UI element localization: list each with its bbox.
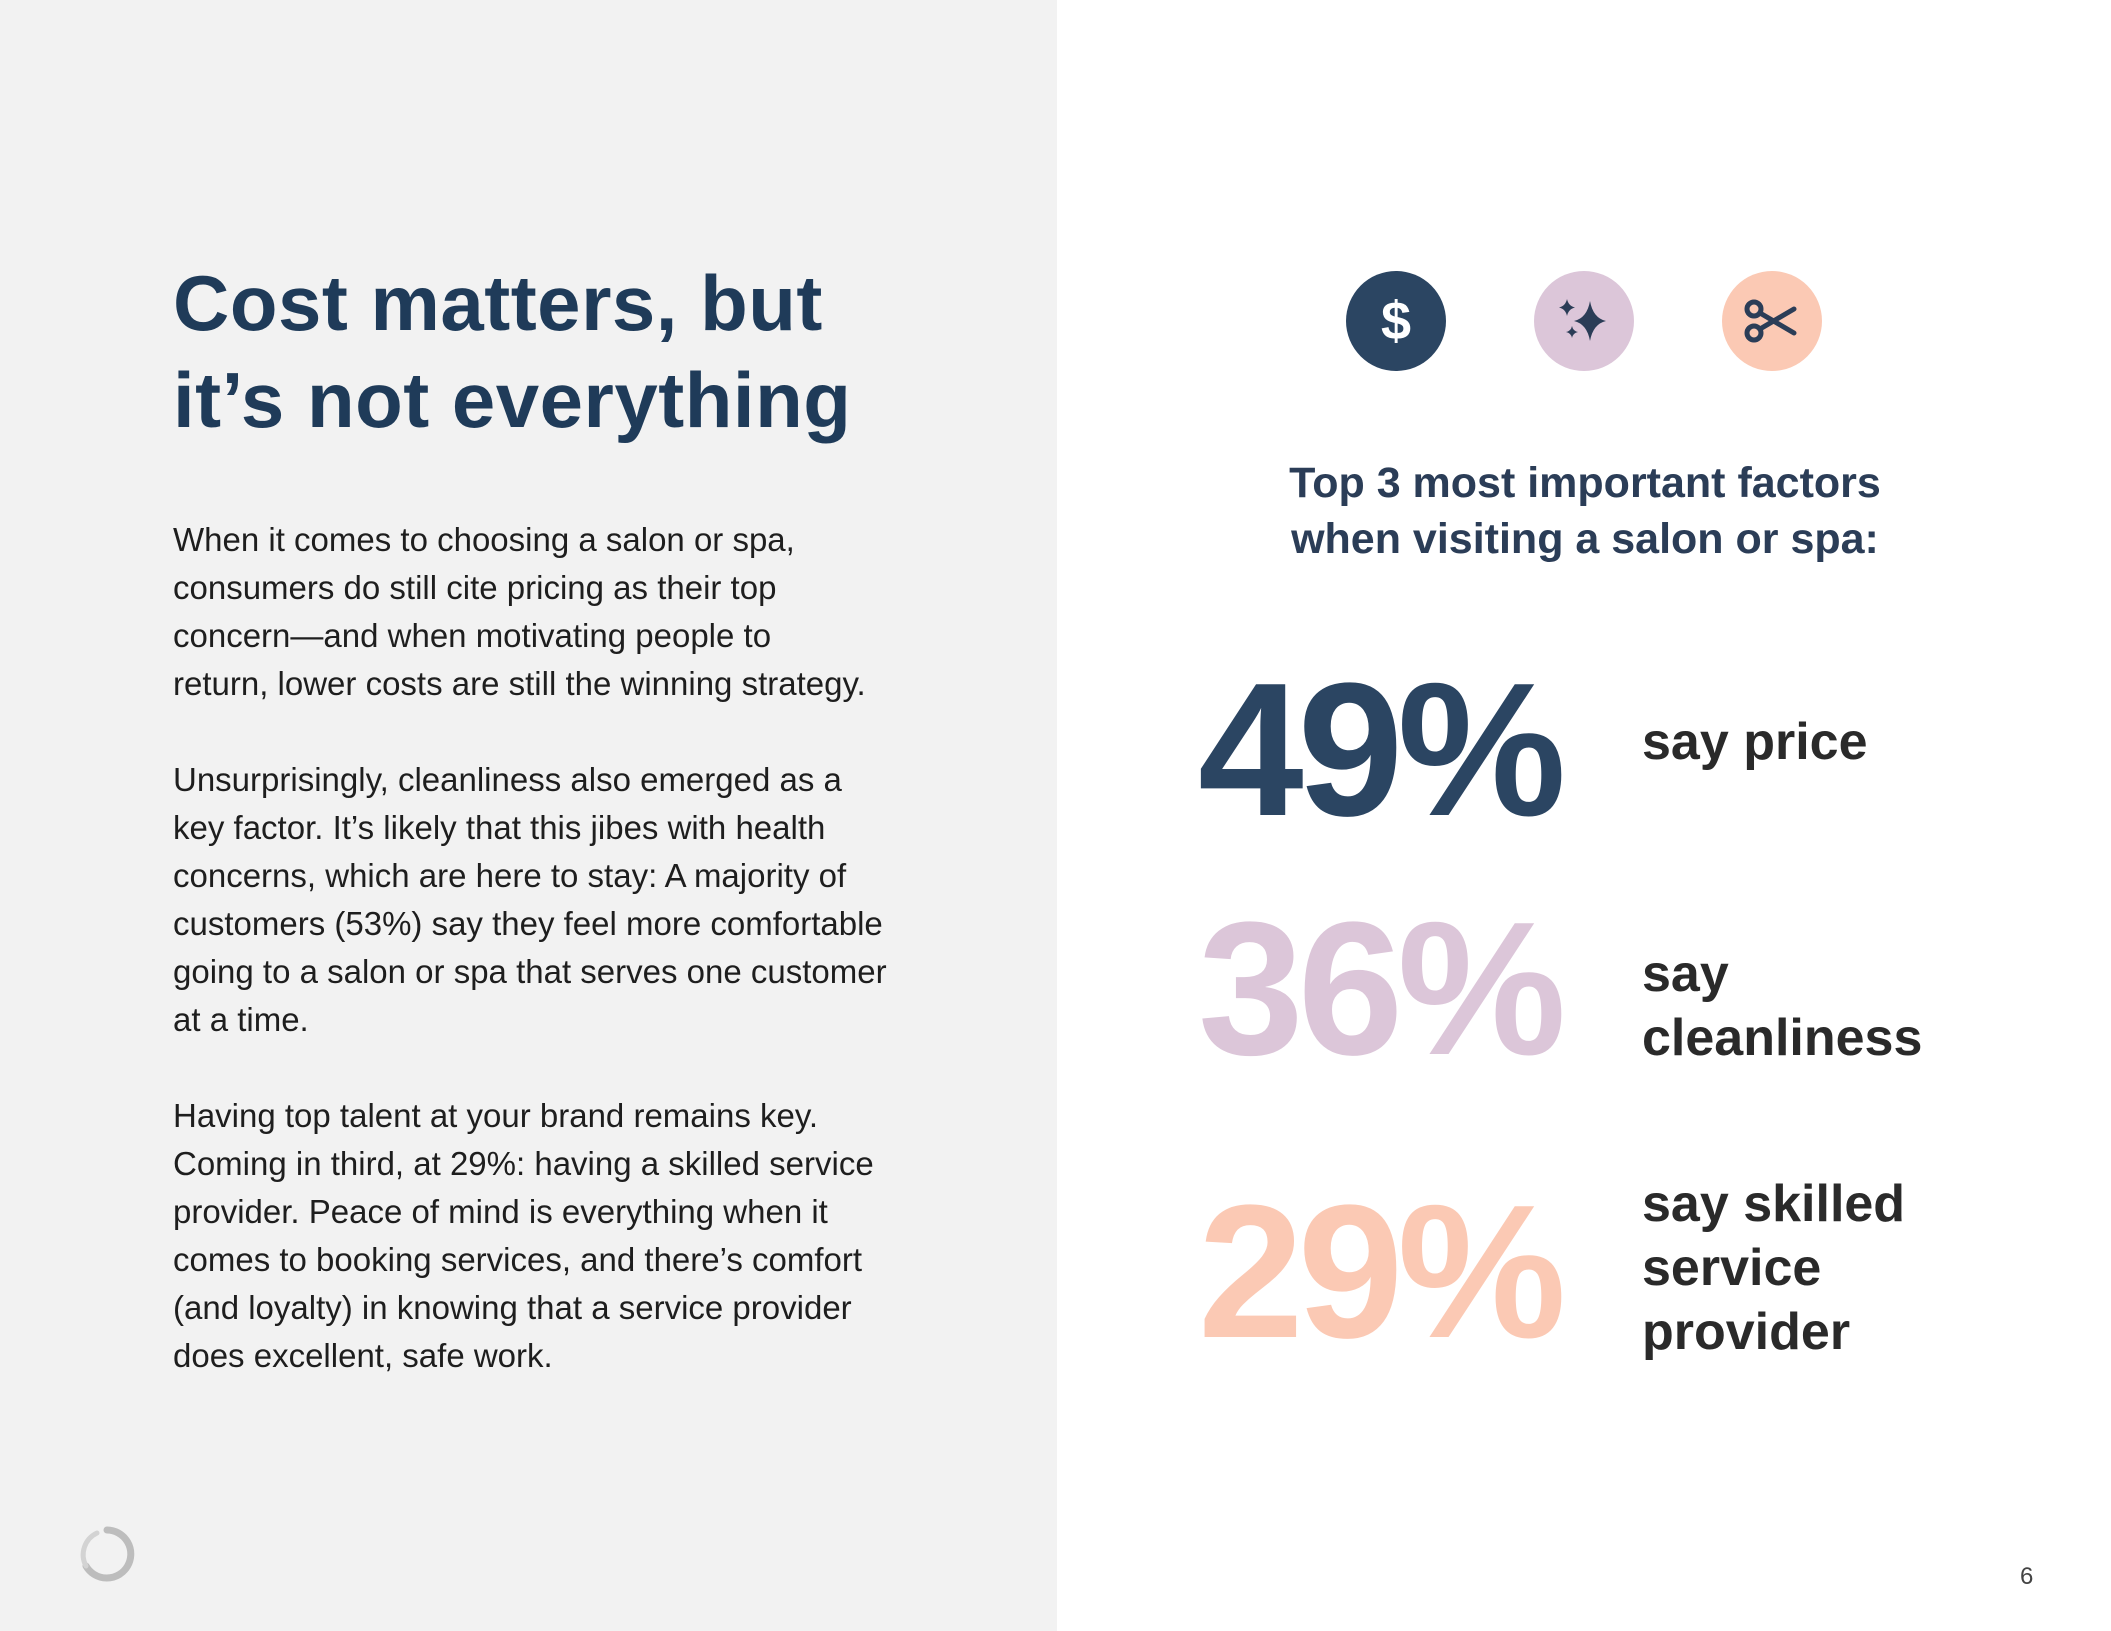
stat-label-line: service <box>1642 1239 1822 1297</box>
text-line: at a time. <box>173 1001 309 1038</box>
stat-label-line: cleanliness <box>1642 1009 1923 1067</box>
text-line: provider. Peace of mind is everything wh… <box>173 1193 828 1230</box>
stat-label-line: say <box>1642 945 1729 1003</box>
stat-label-skilled-provider: say skilled service provider <box>1642 1172 1905 1364</box>
text-line: consumers do still cite pricing as their… <box>173 569 777 606</box>
text-line: return, lower costs are still the winnin… <box>173 665 866 702</box>
title-line: it’s not everything <box>173 356 852 444</box>
text-line: Having top talent at your brand remains … <box>173 1097 819 1134</box>
text-line: (and loyalty) in knowing that a service … <box>173 1289 852 1326</box>
page-title: Cost matters, but it’s not everything <box>173 255 993 449</box>
stat-label-cleanliness: say cleanliness <box>1642 942 1922 1070</box>
scissors-icon <box>1722 271 1822 371</box>
text-line: Unsurprisingly, cleanliness also emerged… <box>173 761 842 798</box>
stat-label-line: say skilled <box>1642 1175 1906 1233</box>
stat-label-line: say price <box>1642 713 1868 771</box>
stat-label-line: provider <box>1642 1303 1851 1361</box>
text-line: does excellent, safe work. <box>173 1337 553 1374</box>
text-line: going to a salon or spa that serves one … <box>173 953 887 990</box>
left-panel: Cost matters, but it’s not everything Wh… <box>0 0 1057 1631</box>
text-line: key factor. It’s likely that this jibes … <box>173 809 826 846</box>
stat-value-cleanliness: 36% <box>1198 883 1566 1095</box>
factor-icons: $ <box>1346 271 1826 371</box>
dollar-icon: $ <box>1346 271 1446 371</box>
page-number: 6 <box>2020 1563 2034 1590</box>
factors-title-line: Top 3 most important factors <box>1289 459 1881 507</box>
paragraph: Having top talent at your brand remains … <box>173 1092 993 1380</box>
factors-title: Top 3 most important factors when visiti… <box>1200 455 1970 567</box>
text-line: customers (53%) say they feel more comfo… <box>173 905 883 942</box>
body-text: When it comes to choosing a salon or spa… <box>173 516 993 1428</box>
paragraph: When it comes to choosing a salon or spa… <box>173 516 993 708</box>
text-line: concerns, which are here to stay: A majo… <box>173 857 847 894</box>
paragraph: Unsurprisingly, cleanliness also emerged… <box>173 756 993 1044</box>
stat-value-skilled-provider: 29% <box>1198 1166 1566 1378</box>
text-line: concern—and when motivating people to <box>173 617 772 654</box>
text-line: When it comes to choosing a salon or spa… <box>173 521 795 558</box>
stat-value-price: 49% <box>1198 644 1566 856</box>
text-line: Coming in third, at 29%: having a skille… <box>173 1145 874 1182</box>
text-line: comes to booking services, and there’s c… <box>173 1241 863 1278</box>
brand-logo-icon <box>80 1526 135 1582</box>
factors-title-line: when visiting a salon or spa: <box>1291 515 1879 563</box>
dollar-glyph: $ <box>1381 291 1411 351</box>
title-line: Cost matters, but <box>173 259 823 347</box>
stat-label-price: say price <box>1642 710 1868 774</box>
sparkle-icon <box>1534 271 1634 371</box>
